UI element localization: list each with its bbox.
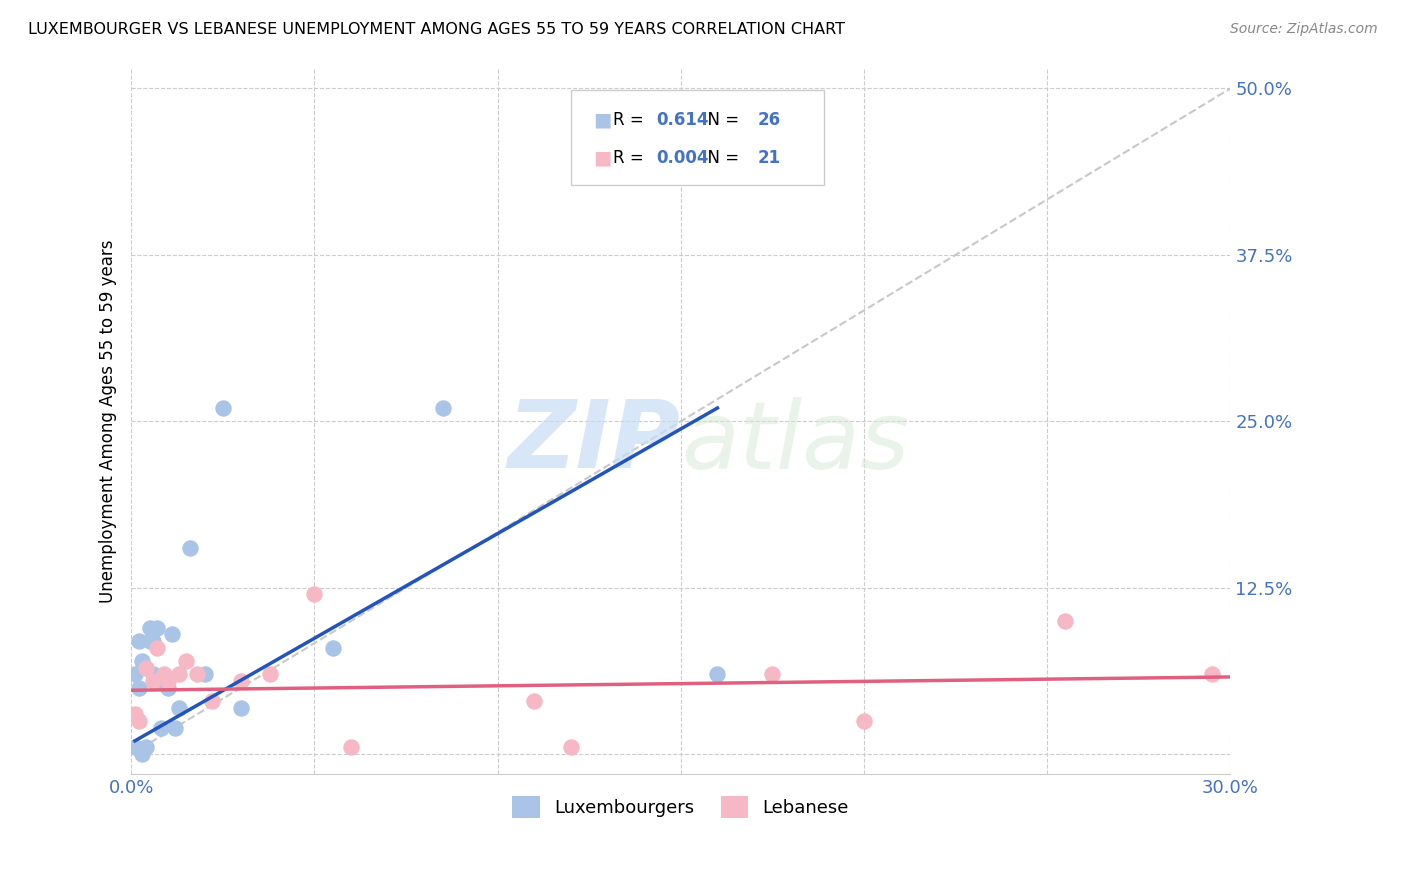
Text: atlas: atlas — [681, 397, 910, 488]
Point — [142, 673, 165, 688]
FancyBboxPatch shape — [571, 90, 824, 185]
Point — [131, 654, 153, 668]
Point — [138, 621, 160, 635]
Point — [165, 721, 187, 735]
Point — [706, 667, 728, 681]
Point — [160, 627, 183, 641]
Point — [259, 667, 281, 681]
Text: 0.614: 0.614 — [657, 111, 709, 128]
Point — [231, 700, 253, 714]
Point — [153, 673, 176, 688]
Text: ZIP: ZIP — [508, 396, 681, 489]
Text: Source: ZipAtlas.com: Source: ZipAtlas.com — [1230, 22, 1378, 37]
Y-axis label: Unemployment Among Ages 55 to 59 years: Unemployment Among Ages 55 to 59 years — [100, 240, 117, 603]
Text: R =: R = — [613, 111, 648, 128]
Point — [128, 634, 150, 648]
Point — [340, 740, 363, 755]
Point — [128, 681, 150, 695]
Point — [124, 667, 146, 681]
Point — [174, 654, 197, 668]
Text: N =: N = — [697, 149, 745, 168]
Legend: Luxembourgers, Lebanese: Luxembourgers, Lebanese — [505, 789, 856, 825]
Point — [146, 621, 169, 635]
Point — [201, 694, 224, 708]
Point — [304, 587, 326, 601]
Point — [135, 740, 157, 755]
Point — [128, 714, 150, 728]
Point — [231, 673, 253, 688]
Text: 0.004: 0.004 — [657, 149, 709, 168]
Text: N =: N = — [697, 111, 745, 128]
Point — [131, 747, 153, 761]
Point — [186, 667, 208, 681]
Point — [322, 640, 344, 655]
Text: 21: 21 — [758, 149, 780, 168]
Point — [179, 541, 201, 555]
Point — [761, 667, 783, 681]
Point — [156, 673, 179, 688]
Point — [138, 634, 160, 648]
Point — [156, 681, 179, 695]
Point — [124, 740, 146, 755]
Text: ■: ■ — [593, 111, 612, 130]
Text: LUXEMBOURGER VS LEBANESE UNEMPLOYMENT AMONG AGES 55 TO 59 YEARS CORRELATION CHAR: LUXEMBOURGER VS LEBANESE UNEMPLOYMENT AM… — [28, 22, 845, 37]
Text: 26: 26 — [758, 111, 780, 128]
Point — [560, 740, 582, 755]
Point — [149, 721, 172, 735]
Point — [193, 667, 215, 681]
Point — [852, 714, 875, 728]
Point — [1054, 614, 1077, 628]
Point — [167, 667, 190, 681]
Point — [124, 707, 146, 722]
Text: ■: ■ — [593, 148, 612, 168]
Point — [142, 634, 165, 648]
Point — [432, 401, 454, 415]
Text: R =: R = — [613, 149, 648, 168]
Point — [142, 667, 165, 681]
Point — [135, 660, 157, 674]
Point — [211, 401, 233, 415]
Point — [167, 700, 190, 714]
Point — [523, 694, 546, 708]
Point — [1201, 667, 1223, 681]
Point — [153, 667, 176, 681]
Point — [146, 673, 169, 688]
Point — [146, 640, 169, 655]
